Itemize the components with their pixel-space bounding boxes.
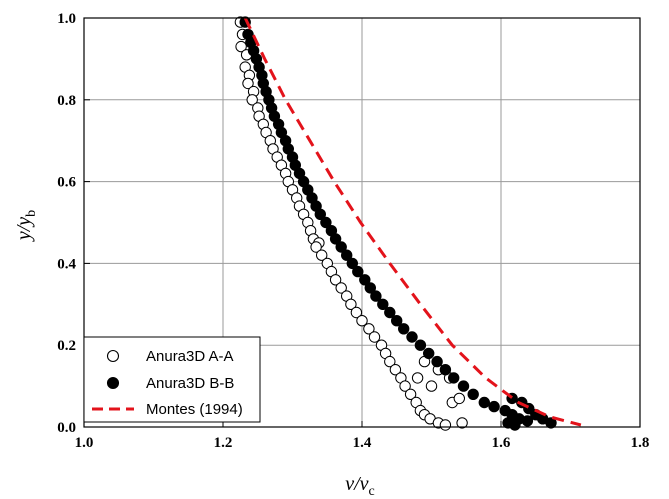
point-b-b <box>359 274 371 286</box>
point-a-a <box>235 40 247 53</box>
point-b-b <box>521 415 534 427</box>
series-anura-a-a <box>234 16 468 431</box>
point-a-a <box>389 364 402 376</box>
y-tick-label: 0.6 <box>57 175 76 191</box>
point-a-a <box>384 355 396 368</box>
legend-label-a: Anura3D A-A <box>146 348 234 365</box>
point-b-b <box>431 355 443 368</box>
point-a-a <box>404 388 417 400</box>
legend-label-b: Anura3D B-B <box>146 375 234 392</box>
point-a-a <box>456 417 468 429</box>
point-b-b <box>377 298 389 310</box>
point-b-b <box>545 417 557 429</box>
point-a-a <box>310 241 322 253</box>
x-tick-label: 1.6 <box>492 435 511 451</box>
point-a-a <box>335 282 347 294</box>
point-b-b <box>335 241 347 253</box>
point-a-a <box>350 306 363 319</box>
point-b-b <box>457 380 470 392</box>
point-a-a <box>246 94 258 106</box>
y-tick-label: 0.4 <box>57 256 76 272</box>
y-tick-label: 0.8 <box>57 93 76 109</box>
point-b-b <box>341 249 353 261</box>
y-tick-label: 1.0 <box>57 11 76 27</box>
point-b-b <box>439 364 452 376</box>
point-b-b <box>370 290 382 302</box>
point-b-b <box>391 315 403 327</box>
series-montes-line <box>243 17 582 427</box>
point-b-b <box>478 396 490 409</box>
point-b-b <box>406 331 418 343</box>
point-a-a <box>425 380 438 392</box>
point-a-a <box>368 331 381 343</box>
legend-marker-b <box>106 376 120 390</box>
point-a-a <box>363 323 375 335</box>
point-b-b <box>509 419 521 431</box>
point-b-b <box>448 372 460 384</box>
y-tick-label: 0.2 <box>57 338 76 354</box>
x-tick-label: 1.0 <box>75 435 94 451</box>
point-b-b <box>364 282 376 294</box>
x-tick-label: 1.8 <box>631 435 650 451</box>
plot-series <box>234 16 582 431</box>
point-b-b <box>329 233 342 245</box>
point-b-b <box>467 388 479 400</box>
point-b-b <box>423 347 435 360</box>
point-a-a <box>411 372 424 384</box>
legend-label-c: Montes (1994) <box>146 401 243 418</box>
point-a-a <box>345 298 357 310</box>
y-tick-label: 0.0 <box>57 420 76 436</box>
point-b-b <box>398 323 410 335</box>
point-b-b <box>320 216 332 229</box>
point-a-a <box>329 274 342 286</box>
x-tick-label: 1.2 <box>214 435 233 451</box>
point-b-b <box>488 400 500 413</box>
point-a-a <box>316 249 328 261</box>
point-a-a <box>356 315 368 327</box>
legend: Anura3D A-A Anura3D B-B Montes (1994) <box>83 336 261 423</box>
point-b-b <box>352 265 364 278</box>
x-tick-label: 1.4 <box>353 435 372 451</box>
point-a-a <box>439 419 452 431</box>
point-b-b <box>384 306 396 319</box>
legend-marker-a <box>106 349 120 363</box>
point-b-b <box>346 257 358 270</box>
point-b-b <box>414 339 427 351</box>
point-b-b <box>314 208 326 221</box>
y-axis-label: y/yb <box>13 210 39 242</box>
point-a-a <box>399 380 411 392</box>
point-a-a <box>242 77 254 90</box>
point-a-a <box>453 392 465 405</box>
x-axis-label: v/vc <box>345 473 375 499</box>
tick-labels: 1.0 1.2 1.4 1.6 1.8 0.0 0.2 0.4 0.6 0.8 1.0 <box>57 11 649 451</box>
